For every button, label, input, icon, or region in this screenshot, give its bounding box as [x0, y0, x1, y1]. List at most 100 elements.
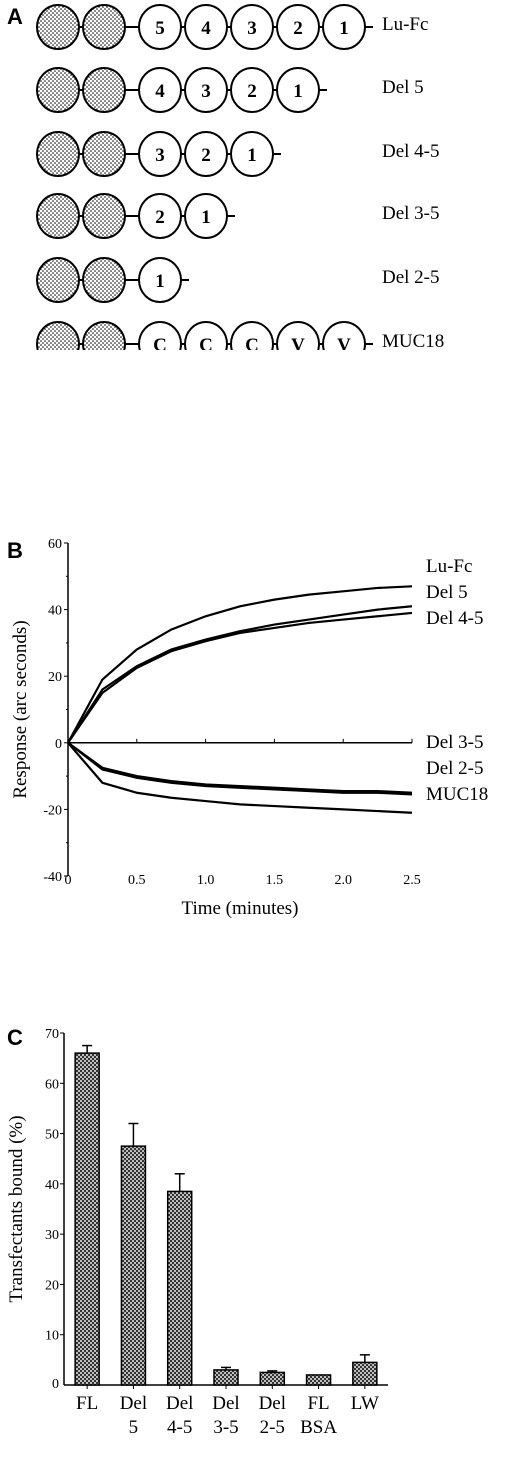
bar	[352, 1361, 378, 1386]
ig-domain	[138, 257, 182, 303]
construct-label: Del 3-5	[382, 203, 440, 224]
series-label: Del 5	[426, 582, 468, 603]
dotted-domain	[36, 193, 80, 239]
y-tick-label: 70	[45, 1027, 59, 1042]
domain-label: V	[291, 335, 305, 350]
construct-label: Del 5	[382, 77, 424, 98]
category-label: Del	[259, 1393, 286, 1414]
category-label: BSA	[300, 1417, 337, 1438]
series-line	[67, 611, 413, 744]
category-label: 5	[129, 1417, 139, 1438]
domain-label: C	[245, 335, 259, 350]
domain-label: 3	[201, 81, 211, 102]
dotted-domain	[36, 67, 80, 113]
construct-label: MUC18	[382, 331, 445, 352]
y-tick-label: 50	[45, 1128, 59, 1143]
x-tick-label: 1.0	[197, 873, 215, 888]
panel-a-letter: A	[7, 4, 23, 29]
x-tick-label: 0.5	[128, 873, 146, 888]
category-label: LW	[351, 1393, 379, 1414]
domain-label: C	[199, 335, 213, 350]
domain-label: 1	[155, 271, 165, 292]
dotted-domain	[82, 4, 126, 50]
bar	[120, 1145, 147, 1386]
category-label: 3-5	[213, 1417, 238, 1438]
y-tick-label: 20	[48, 670, 62, 685]
ig-domain	[230, 131, 274, 177]
response-line-chart: -40 -20 0 20 40 60 0 0.5 1.0 1.5 2.0 2.5 Time (minut…	[10, 537, 488, 919]
series-label: Del 4-5	[426, 608, 484, 629]
domain-label: V	[337, 335, 351, 350]
y-tick-label: -40	[43, 870, 62, 885]
ig-domain	[184, 67, 228, 113]
y-axis-label: Response (arc seconds)	[10, 620, 31, 798]
category-label: Del	[120, 1393, 147, 1414]
ig-domain	[138, 131, 182, 177]
ig-domain	[138, 193, 182, 239]
ig-domain	[322, 321, 366, 350]
dotted-domain	[36, 4, 80, 50]
category-label: Del	[212, 1393, 239, 1414]
ig-domain	[184, 193, 228, 239]
y-tick-label: 60	[45, 1077, 59, 1092]
series-line	[67, 742, 413, 814]
dotted-domain	[82, 193, 126, 239]
series-line	[67, 741, 413, 794]
dotted-domain	[36, 257, 80, 303]
ig-domain	[184, 4, 228, 50]
domain-label: 1	[247, 145, 257, 166]
domain-label: 2	[247, 81, 257, 102]
ig-domain	[276, 67, 320, 113]
y-tick-label: -20	[43, 803, 62, 818]
domain-label: 2	[155, 207, 165, 228]
dotted-domain	[82, 321, 126, 350]
y-tick-label: 0	[52, 1377, 59, 1392]
domain-label: 1	[201, 207, 211, 228]
category-label: 4-5	[167, 1417, 192, 1438]
bar	[259, 1371, 286, 1386]
construct-label: Del 2-5	[382, 267, 440, 288]
x-axis-label: Time (minutes)	[182, 898, 299, 919]
ig-domain	[276, 4, 320, 50]
domain-label: 3	[155, 145, 165, 166]
domain-label: 4	[201, 18, 211, 39]
domain-label: 2	[293, 18, 303, 39]
series-label: MUC18	[426, 784, 488, 805]
bar	[305, 1374, 332, 1386]
domain-label: 2	[201, 145, 211, 166]
domain-label: C	[153, 335, 167, 350]
ig-domain	[138, 67, 182, 113]
series-label: Del 3-5	[426, 732, 484, 753]
transfectants-bar-chart: 10 20 30 40 50 60 70 0 Transfectants bound (%) FL…	[6, 1027, 388, 1438]
ig-domain	[230, 321, 274, 350]
dotted-domain	[82, 67, 126, 113]
y-tick-label: 40	[48, 604, 62, 619]
domain-label: 1	[339, 18, 349, 39]
y-tick-label: 60	[48, 537, 62, 552]
series-line	[67, 741, 413, 796]
domain-label: 4	[155, 81, 165, 102]
x-tick-label: 1.5	[266, 873, 284, 888]
series-label: Del 2-5	[426, 758, 484, 779]
ig-domain	[230, 4, 274, 50]
ig-domain	[230, 67, 274, 113]
series-line	[67, 605, 413, 744]
x-tick-label: 0	[65, 873, 72, 888]
y-tick-label: 30	[45, 1228, 59, 1243]
series-line	[67, 585, 413, 744]
y-axis-label: Transfectants bound (%)	[6, 1115, 27, 1302]
dotted-domain	[82, 131, 126, 177]
construct-label: Del 4-5	[382, 141, 440, 162]
ig-domain	[276, 321, 320, 350]
panel-b-letter: B	[7, 538, 23, 563]
construct-label: Lu-Fc	[382, 14, 429, 35]
panel-a-domain-diagram: 5 4 3 2 1 4 3 2 1 3 2 1 2 1 1 C C C V V	[36, 4, 373, 350]
y-tick-label: 40	[45, 1178, 59, 1193]
ig-domain	[138, 4, 182, 50]
y-tick-label: 10	[45, 1329, 59, 1344]
category-label: Del	[166, 1393, 193, 1414]
dotted-domain	[82, 257, 126, 303]
x-tick-label: 2.5	[403, 873, 421, 888]
category-label: FL	[307, 1393, 329, 1414]
domain-label: 1	[293, 81, 303, 102]
